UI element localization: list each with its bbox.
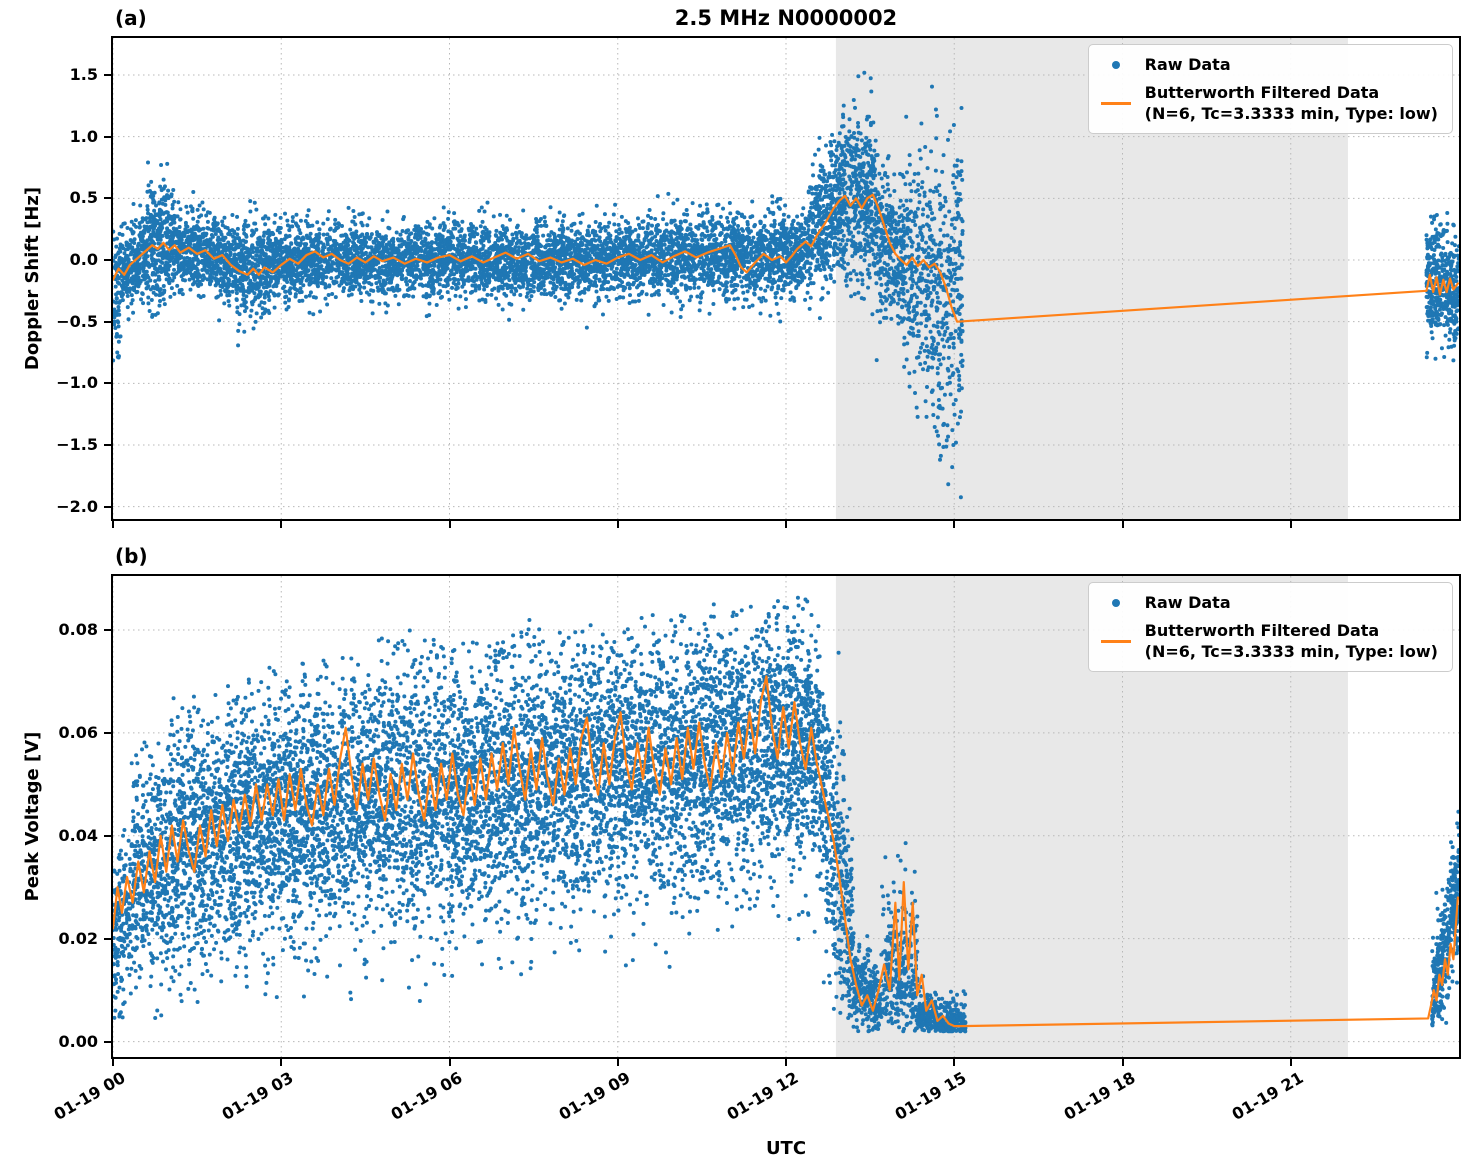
y-tick-label: 0.00	[58, 1031, 98, 1051]
legend-filtered-sublabel: (N=6, Tc=3.3333 min, Type: low)	[1144, 642, 1438, 662]
y-tick-mark	[104, 135, 111, 138]
legend-entry-filtered: Butterworth Filtered Data (N=6, Tc=3.333…	[1099, 82, 1438, 124]
y-tick-label: 0.08	[58, 620, 98, 640]
legend-a: Raw Data Butterworth Filtered Data (N=6,…	[1087, 44, 1453, 135]
raw-data-marker-icon	[1111, 598, 1120, 607]
y-tick-mark	[104, 382, 111, 385]
x-tick-mark	[1121, 1059, 1124, 1066]
y-tick-label: 0.5	[69, 188, 98, 208]
x-tick-label: 01-19 15	[891, 1068, 970, 1124]
y-tick-label: −0.5	[56, 311, 98, 331]
legend-entry-raw: Raw Data	[1099, 592, 1438, 613]
plot-a: Raw Data Butterworth Filtered Data (N=6,…	[111, 36, 1461, 521]
x-tick-mark	[785, 521, 787, 528]
legend-entry-filtered: Butterworth Filtered Data (N=6, Tc=3.333…	[1099, 620, 1438, 662]
x-tick-label: 01-19 18	[1060, 1068, 1138, 1124]
legend-b: Raw Data Butterworth Filtered Data (N=6,…	[1087, 582, 1453, 673]
y-tick-label: 0.04	[58, 825, 98, 845]
y-tick-mark	[104, 937, 111, 940]
y-tick-mark	[104, 320, 111, 323]
x-tick-label: 01-19 09	[555, 1068, 634, 1124]
x-axis-label: UTC	[765, 1138, 807, 1159]
y-axis-label-doppler: Doppler Shift [Hz]	[22, 186, 43, 371]
y-tick-label: −2.0	[56, 496, 98, 516]
filtered-line-icon	[1100, 101, 1131, 105]
legend-filtered-label: Butterworth Filtered Data	[1144, 83, 1380, 103]
x-tick-mark	[448, 1059, 451, 1066]
x-tick-mark	[280, 521, 283, 528]
x-tick-mark	[953, 521, 956, 528]
x-tick-mark	[112, 1059, 114, 1066]
x-tick-mark	[1289, 521, 1292, 528]
x-tick-mark	[785, 1059, 787, 1066]
x-tick-label: 01-19 03	[218, 1068, 297, 1124]
x-tick-mark	[1289, 1059, 1292, 1066]
y-tick-mark	[104, 259, 111, 261]
y-tick-label: −1.0	[56, 373, 98, 393]
panel-a-label: (a)	[115, 6, 147, 30]
y-tick-mark	[104, 1040, 111, 1043]
y-tick-mark	[104, 505, 111, 508]
y-tick-mark	[104, 629, 111, 632]
panel-b-label: (b)	[115, 544, 148, 568]
y-tick-mark	[104, 731, 111, 734]
filtered-line-icon	[1100, 639, 1131, 643]
x-tick-label: 01-19 06	[387, 1068, 465, 1124]
y-axis-label-voltage: Peak Voltage [V]	[22, 731, 43, 902]
raw-data-marker-icon	[1111, 60, 1120, 69]
legend-filtered-label: Butterworth Filtered Data	[1144, 621, 1380, 641]
x-tick-label: 01-19 21	[1228, 1068, 1307, 1124]
plot-b: Raw Data Butterworth Filtered Data (N=6,…	[111, 574, 1461, 1059]
legend-entry-raw: Raw Data	[1099, 54, 1438, 75]
y-tick-mark	[104, 74, 111, 76]
x-tick-mark	[112, 521, 114, 528]
y-tick-label: 1.0	[69, 126, 98, 146]
legend-raw-label: Raw Data	[1144, 593, 1231, 612]
y-tick-mark	[104, 197, 111, 200]
figure-title: 2.5 MHz N0000002	[674, 6, 898, 30]
y-tick-mark	[104, 444, 111, 446]
x-tick-mark	[616, 1059, 619, 1066]
x-tick-mark	[616, 521, 619, 528]
legend-raw-label: Raw Data	[1144, 55, 1231, 74]
legend-filtered-sublabel: (N=6, Tc=3.3333 min, Type: low)	[1144, 104, 1438, 124]
x-tick-mark	[448, 521, 451, 528]
y-tick-label: −1.5	[56, 435, 98, 454]
x-tick-label: 01-19 00	[50, 1068, 129, 1124]
x-tick-mark	[953, 1059, 956, 1066]
x-tick-mark	[280, 1059, 283, 1066]
x-tick-mark	[1121, 521, 1124, 528]
y-tick-label: 0.02	[58, 928, 98, 948]
y-tick-label: 0.06	[58, 722, 98, 742]
x-tick-label: 01-19 12	[723, 1068, 802, 1124]
y-tick-label: 1.5	[69, 65, 98, 84]
y-tick-label: 0.0	[69, 250, 98, 269]
y-tick-mark	[104, 834, 111, 837]
